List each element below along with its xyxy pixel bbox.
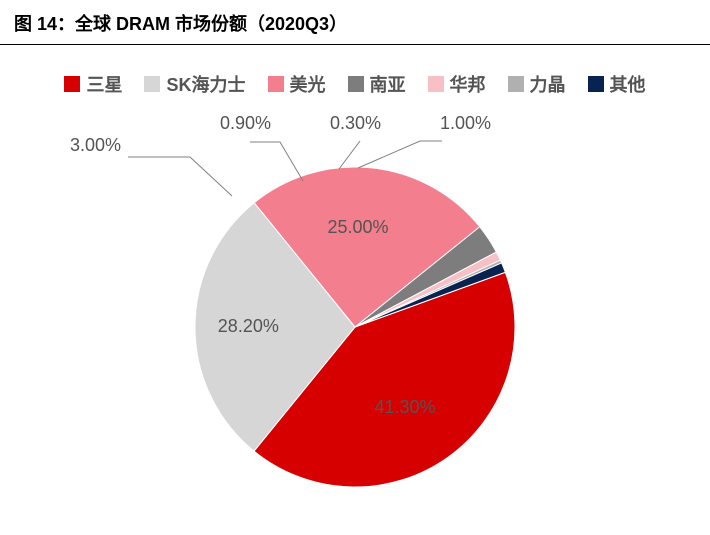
legend-swatch — [588, 76, 604, 92]
legend-item: 三星 — [64, 71, 122, 97]
legend-swatch — [348, 76, 364, 92]
legend-swatch — [508, 76, 524, 92]
legend: 三星 SK海力士 美光 南亚 华邦 力晶 其他 — [0, 45, 710, 107]
legend-label: 华邦 — [450, 71, 486, 97]
slice-label: 0.30% — [330, 113, 381, 134]
slice-label: 3.00% — [70, 135, 121, 156]
legend-swatch — [64, 76, 80, 92]
slice-label: 0.90% — [220, 113, 271, 134]
legend-item: 华邦 — [428, 71, 486, 97]
legend-swatch — [144, 76, 160, 92]
leader-line — [358, 141, 442, 168]
legend-swatch — [428, 76, 444, 92]
legend-item: 力晶 — [508, 71, 566, 97]
slice-label: 28.20% — [218, 316, 279, 337]
title-bar: 图 14：全球 DRAM 市场份额（2020Q3） — [0, 0, 710, 45]
legend-label: 美光 — [290, 71, 326, 97]
chart-title: 图 14：全球 DRAM 市场份额（2020Q3） — [14, 10, 696, 36]
legend-swatch — [268, 76, 284, 92]
legend-item: SK海力士 — [144, 71, 245, 97]
pie-chart: 41.30% 28.20% 25.00% 3.00% 0.90% 0.30% 1.00% — [0, 107, 710, 527]
legend-label: 南亚 — [370, 71, 406, 97]
legend-item: 其他 — [588, 71, 646, 97]
legend-label: 其他 — [610, 71, 646, 97]
leader-line — [250, 142, 303, 181]
legend-label: 三星 — [86, 71, 122, 97]
legend-label: 力晶 — [530, 71, 566, 97]
slice-label: 41.30% — [375, 397, 436, 418]
leader-line — [128, 157, 232, 196]
slice-label: 1.00% — [440, 113, 491, 134]
legend-item: 美光 — [268, 71, 326, 97]
legend-label: SK海力士 — [166, 71, 245, 97]
pie-svg — [0, 107, 710, 527]
leader-line — [339, 141, 360, 169]
slice-label: 25.00% — [328, 217, 389, 238]
legend-item: 南亚 — [348, 71, 406, 97]
